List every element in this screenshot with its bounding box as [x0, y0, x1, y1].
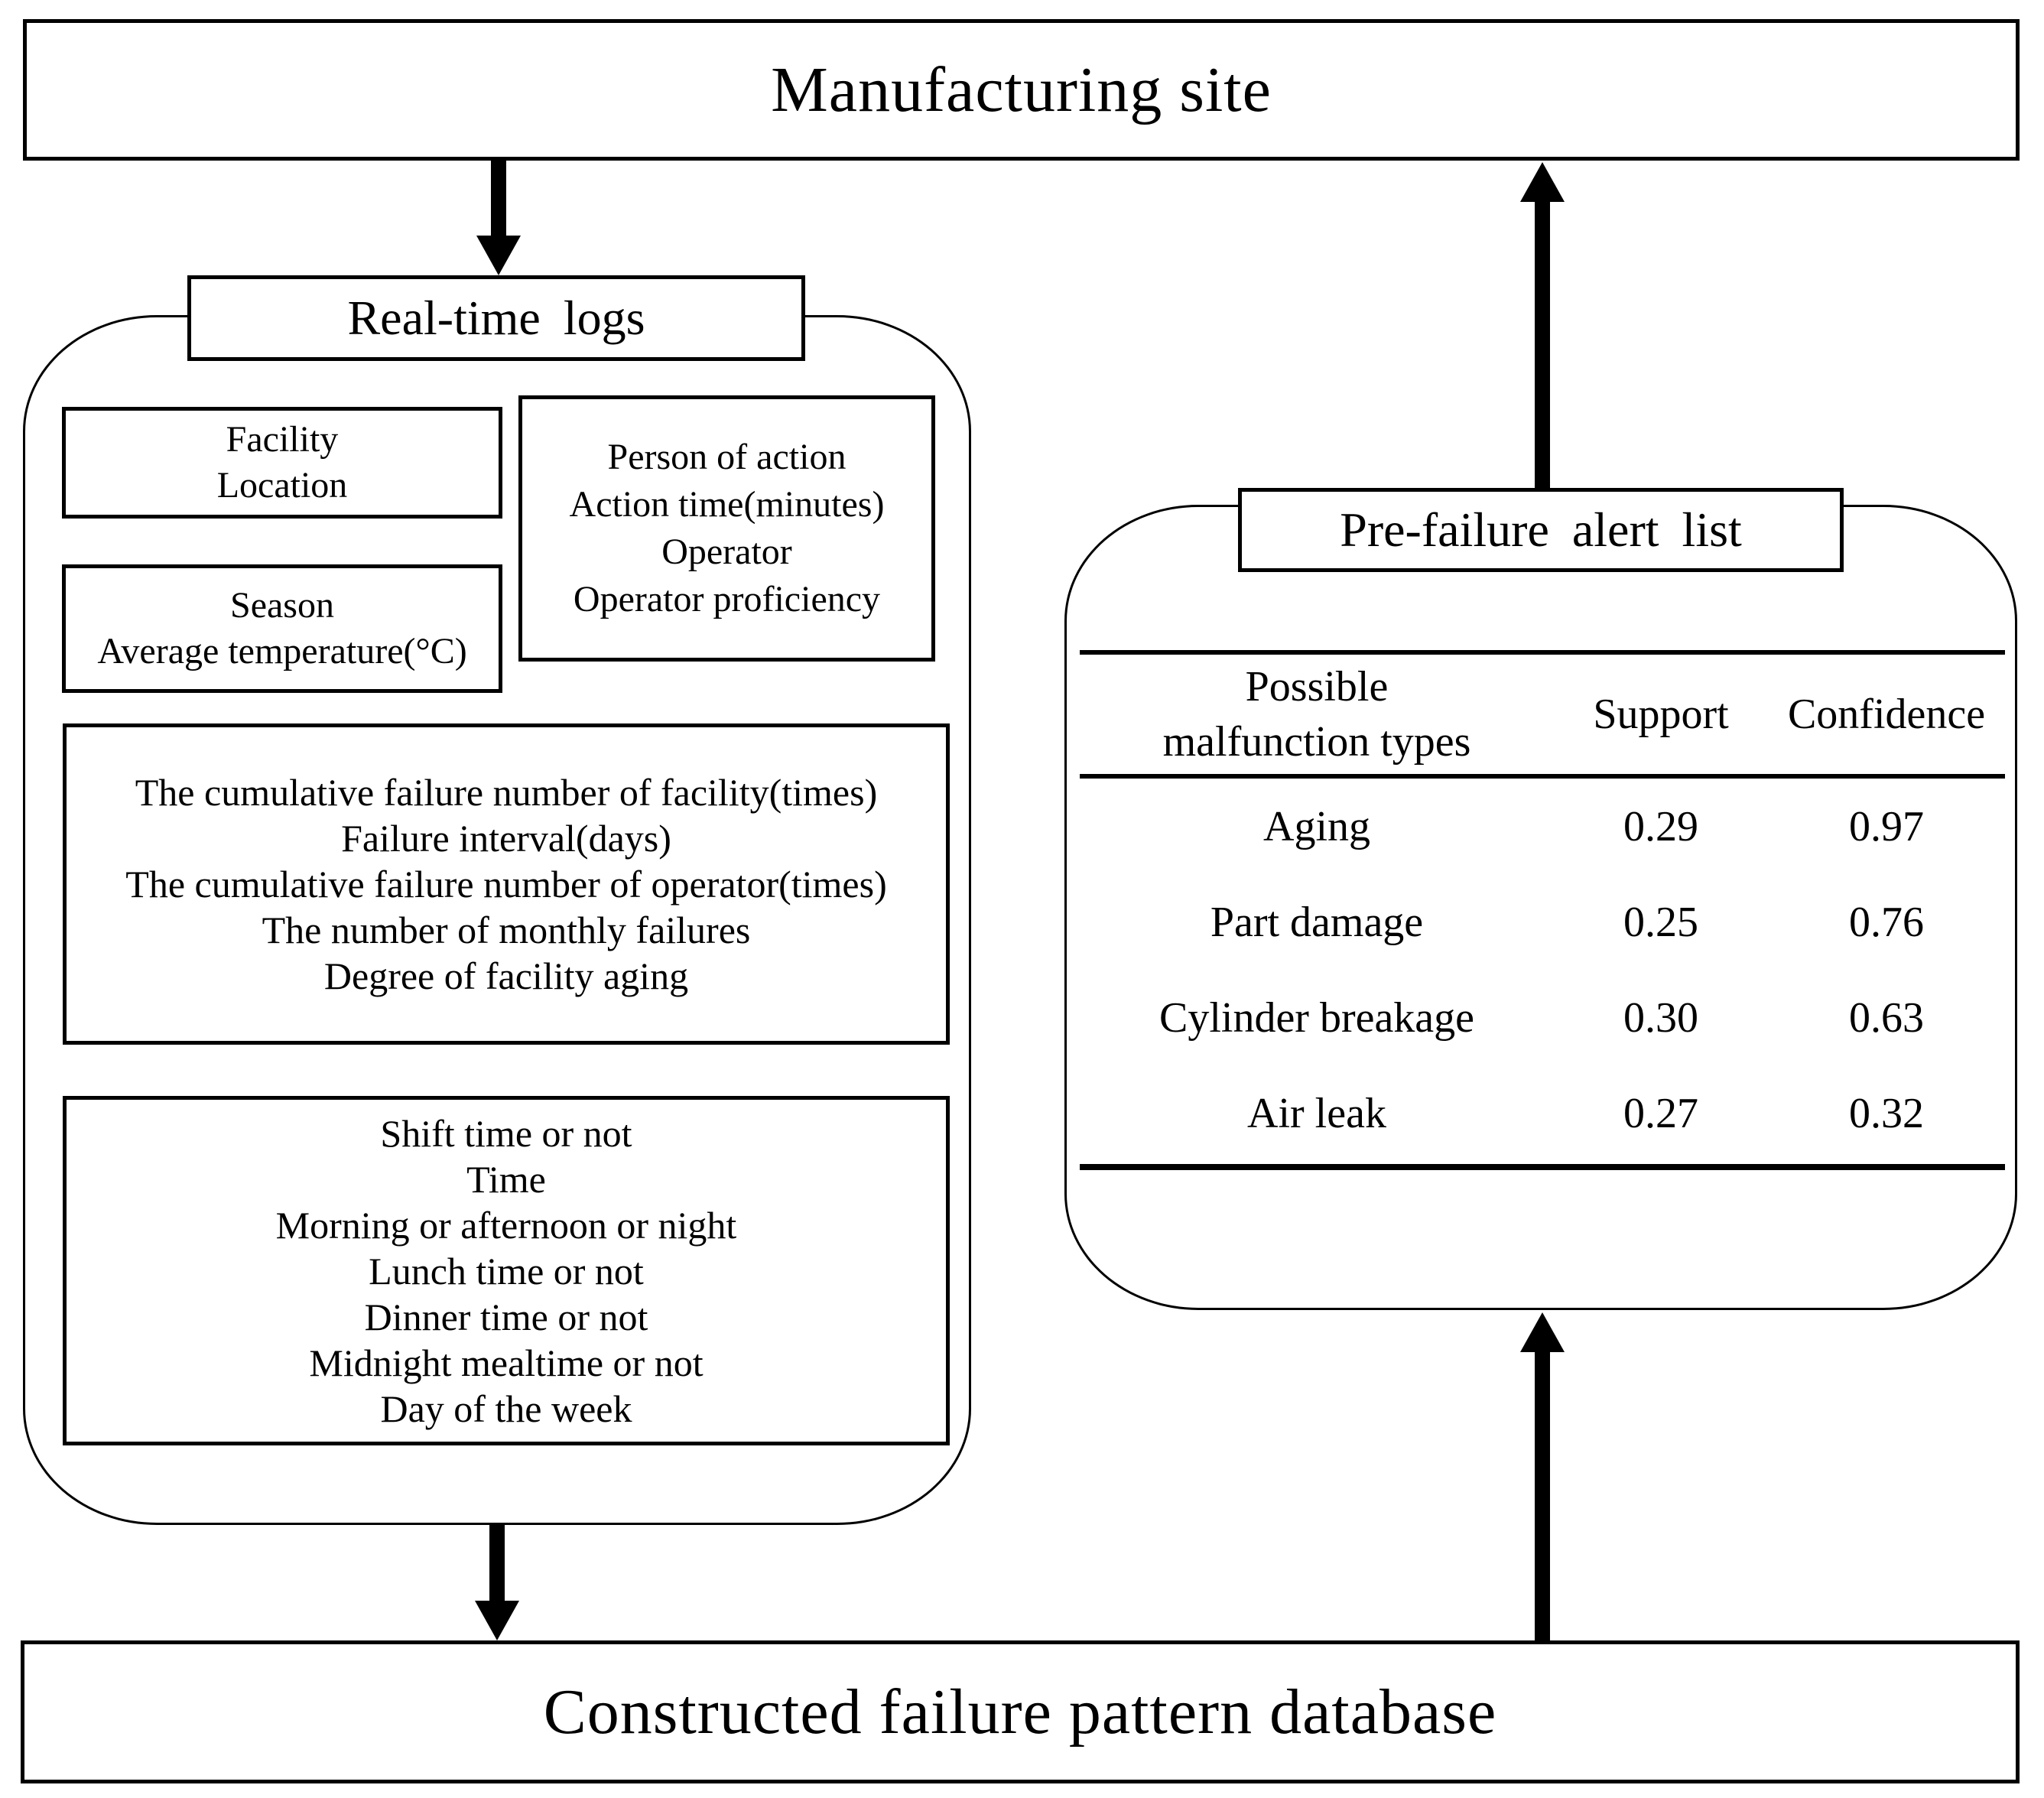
- cell-malfunction-type: Part damage: [1210, 898, 1424, 946]
- cell-support: 0.29: [1623, 802, 1698, 850]
- table-rule-top: [1080, 650, 2005, 655]
- table-rule-middle: [1080, 774, 2005, 779]
- cell-confidence: 0.97: [1849, 802, 1924, 850]
- table-row: Cylinder breakage 0.30 0.63: [1080, 970, 2005, 1065]
- failure-pattern-database-title: Constructed failure pattern database: [543, 1676, 1497, 1748]
- manufacturing-site-box: Manufacturing site: [23, 19, 2020, 161]
- arrow-down-icon: [476, 236, 521, 275]
- header-cell-confidence: Confidence: [1787, 691, 1986, 738]
- arrow-shaft: [489, 1525, 505, 1603]
- table-row: Aging 0.29 0.97: [1080, 779, 2005, 874]
- arrow-shaft: [1535, 1349, 1550, 1640]
- realtime-logs-title: Real-time logs: [347, 291, 645, 345]
- facility-location-box: Facility Location: [62, 407, 502, 519]
- failure-pattern-database-box: Constructed failure pattern database: [21, 1640, 2020, 1783]
- person-action-box: Person of action Action time(minutes) Op…: [518, 395, 935, 662]
- header-cell-support: Support: [1593, 691, 1729, 738]
- prefailure-alert-label-box: Pre-failure alert list: [1238, 488, 1844, 572]
- prefailure-alert-title: Pre-failure alert list: [1340, 502, 1742, 557]
- cell-confidence: 0.63: [1849, 993, 1924, 1042]
- table-header-row: Possible malfunction types Support Confi…: [1080, 655, 2005, 774]
- failure-statistics-box: The cumulative failure number of facilit…: [63, 723, 950, 1045]
- table-row: Part damage 0.25 0.76: [1080, 874, 2005, 970]
- arrow-shaft: [491, 161, 506, 239]
- season-temperature-box: Season Average temperature(°C): [62, 564, 502, 693]
- cell-malfunction-type: Air leak: [1247, 1089, 1386, 1137]
- table-rule-bottom: [1080, 1164, 2005, 1170]
- cell-malfunction-type: Cylinder breakage: [1158, 993, 1475, 1042]
- prefailure-alert-container: [1064, 505, 2017, 1310]
- cell-confidence: 0.32: [1849, 1089, 1924, 1137]
- arrow-up-icon: [1520, 1312, 1565, 1352]
- cell-confidence: 0.76: [1849, 898, 1924, 946]
- table-body: Aging 0.29 0.97 Part damage 0.25 0.76 Cy…: [1080, 779, 2005, 1161]
- header-cell-malfunction-types: Possible malfunction types: [1162, 663, 1471, 766]
- cell-support: 0.30: [1623, 993, 1698, 1042]
- cell-malfunction-type: Aging: [1263, 802, 1370, 850]
- table-row: Air leak 0.27 0.32: [1080, 1065, 2005, 1161]
- time-context-box: Shift time or not Time Morning or aftern…: [63, 1096, 950, 1445]
- manufacturing-site-title: Manufacturing site: [771, 54, 1272, 125]
- realtime-logs-label-box: Real-time logs: [187, 275, 805, 361]
- arrow-down-icon: [475, 1601, 519, 1640]
- arrow-up-icon: [1520, 162, 1565, 202]
- cell-support: 0.25: [1623, 898, 1698, 946]
- cell-support: 0.27: [1623, 1089, 1698, 1137]
- arrow-shaft: [1535, 199, 1550, 488]
